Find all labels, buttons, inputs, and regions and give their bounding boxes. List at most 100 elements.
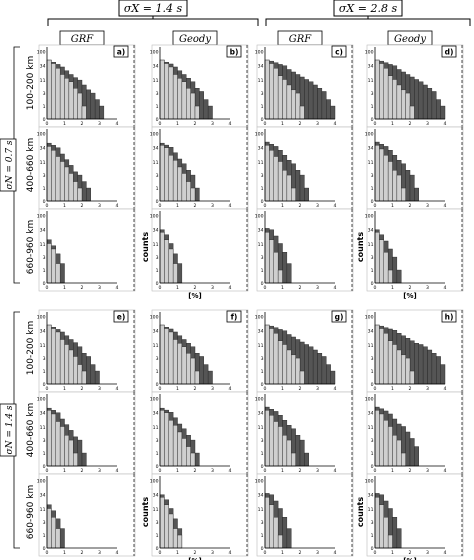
x-tick-label: 4	[444, 203, 447, 209]
bar-light	[168, 155, 174, 202]
bar-light	[73, 181, 78, 202]
col-titles: GRF Geody GRF Geody	[59, 30, 433, 46]
bar-dark	[427, 349, 433, 385]
y-tick-label: 11	[258, 242, 264, 248]
bar-dark	[422, 84, 428, 120]
y-tick-label: 1	[43, 104, 46, 110]
bar-light	[286, 84, 292, 120]
y-tick-label: 100	[150, 131, 159, 137]
y-tick-label: 0	[43, 464, 46, 470]
bar-dark	[414, 446, 419, 467]
x-axis-label: [%]	[188, 292, 201, 300]
panel-letter: d)	[445, 48, 454, 57]
y-tick-label: 11	[368, 78, 374, 84]
y-tick-label: 0	[43, 117, 46, 123]
bar-light	[59, 161, 65, 202]
y-tick-label: 3	[156, 520, 159, 526]
y-tick-label: 1	[371, 186, 374, 192]
counts-label: counts	[141, 497, 150, 527]
row-group-label: σN = 0.7 s	[5, 140, 15, 189]
bar-dark	[304, 344, 309, 385]
bar-light	[181, 173, 187, 202]
bar-light	[269, 150, 274, 202]
y-tick-label: 3	[261, 173, 264, 179]
bar-light	[177, 166, 183, 202]
bar-light	[277, 426, 283, 467]
bar-light	[379, 239, 384, 284]
x-tick-label: 3	[426, 285, 429, 291]
y-tick-label: 11	[258, 78, 264, 84]
x-tick-label: 3	[211, 386, 214, 392]
y-tick-label: 3	[371, 438, 374, 444]
col-title: Geody	[179, 34, 211, 45]
y-tick-label: 3	[156, 255, 159, 261]
bar-light	[291, 452, 296, 467]
x-tick-label: 4	[444, 386, 447, 392]
x-tick-label: 3	[316, 386, 319, 392]
y-tick-label: 0	[156, 117, 159, 123]
y-tick-label: 100	[255, 131, 264, 137]
bar-light	[374, 410, 380, 467]
bar-light	[396, 84, 402, 120]
bar-light	[387, 426, 393, 467]
bar-light	[277, 340, 283, 385]
col-title: Geody	[394, 34, 426, 45]
y-tick-label: 0	[261, 464, 264, 470]
bar-light	[46, 59, 52, 120]
y-tick-label: 0	[261, 281, 264, 287]
col-group-left-label: σX = 1.4 s	[124, 2, 183, 15]
x-tick-label: 1	[281, 121, 284, 127]
bar-light	[387, 340, 393, 385]
bar-dark	[81, 181, 87, 202]
bar-light	[159, 410, 165, 467]
x-tick-label: 3	[211, 550, 214, 556]
bar-light	[190, 452, 196, 467]
bar-light	[55, 263, 61, 284]
bar-light	[73, 452, 78, 467]
bar-light	[396, 174, 402, 202]
y-tick-label: 1	[371, 369, 374, 375]
bar-dark	[396, 528, 402, 549]
bar-light	[286, 349, 292, 385]
bar-light	[190, 187, 196, 202]
bar-light	[46, 146, 52, 202]
y-tick-label: 0	[261, 117, 264, 123]
bar-light	[264, 232, 270, 284]
bar-dark	[94, 99, 100, 120]
x-tick-label: 1	[176, 386, 179, 392]
bar-dark	[282, 252, 288, 284]
bar-light	[64, 344, 70, 385]
x-tick-label: 1	[391, 121, 394, 127]
x-tick-label: 2	[81, 203, 84, 209]
x-tick-label: 0	[46, 468, 49, 474]
y-tick-label: 0	[43, 281, 46, 287]
x-tick-label: 1	[281, 285, 284, 291]
y-tick-label: 0	[261, 546, 264, 552]
bar-dark	[282, 517, 288, 549]
x-tick-label: 2	[194, 121, 197, 127]
x-tick-label: 4	[444, 550, 447, 556]
x-axis-label: [%]	[403, 557, 416, 560]
bar-light	[55, 421, 61, 467]
x-tick-label: 3	[211, 203, 214, 209]
bar-light	[374, 59, 380, 120]
x-tick-label: 0	[159, 121, 162, 127]
bar-dark	[199, 91, 204, 120]
depth-label: 100-200 km	[26, 56, 36, 110]
bar-dark	[299, 174, 305, 202]
bar-dark	[86, 356, 91, 385]
x-tick-label: 2	[81, 386, 84, 392]
panel-letter-box	[331, 45, 347, 58]
bar-light	[401, 89, 406, 120]
y-tick-label: 11	[368, 425, 374, 431]
bar-dark	[308, 81, 314, 120]
bar-light	[51, 413, 56, 467]
bar-light	[264, 497, 270, 549]
y-tick-label: 1	[261, 451, 264, 457]
y-tick-label: 3	[156, 91, 159, 97]
bar-light	[273, 252, 279, 284]
x-tick-label: 0	[264, 285, 267, 291]
